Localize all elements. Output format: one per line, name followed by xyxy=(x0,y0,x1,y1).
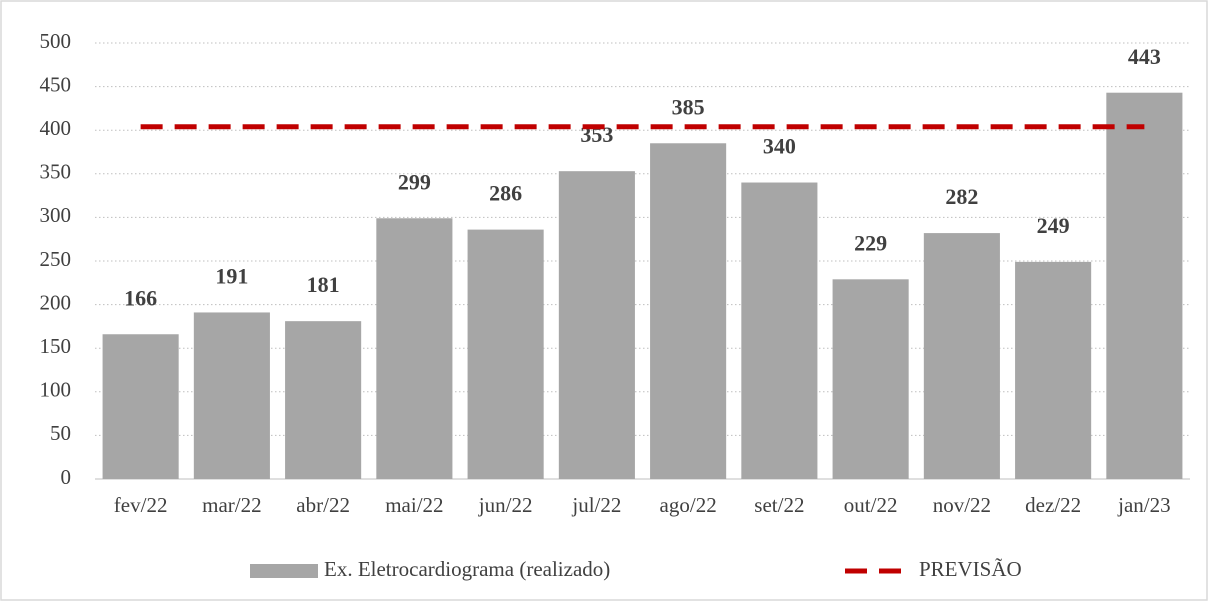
legend-label: Ex. Eletrocardiograma (realizado) xyxy=(324,557,610,581)
bar xyxy=(741,182,818,479)
value-label: 282 xyxy=(945,184,978,209)
value-label: 191 xyxy=(215,263,248,288)
value-label: 299 xyxy=(398,169,431,194)
y-tick-label: 250 xyxy=(40,247,72,271)
x-tick-label: jun/22 xyxy=(478,493,533,517)
bar xyxy=(376,218,453,479)
y-tick-label: 200 xyxy=(40,290,72,314)
x-tick-label: abr/22 xyxy=(296,493,350,517)
bar xyxy=(193,312,270,479)
x-tick-label: mar/22 xyxy=(202,493,261,517)
bar xyxy=(1015,261,1092,479)
y-tick-label: 0 xyxy=(61,465,72,489)
y-tick-label: 50 xyxy=(50,421,71,445)
value-label: 166 xyxy=(124,285,157,310)
value-label: 249 xyxy=(1037,213,1070,238)
x-tick-label: set/22 xyxy=(754,493,804,517)
x-tick-label: jul/22 xyxy=(571,493,621,517)
value-label: 385 xyxy=(672,94,705,119)
value-label: 443 xyxy=(1128,44,1161,69)
legend-swatch xyxy=(250,564,318,578)
bar xyxy=(285,321,362,479)
x-tick-label: out/22 xyxy=(844,493,898,517)
y-tick-label: 100 xyxy=(40,378,72,402)
x-tick-label: fev/22 xyxy=(114,493,168,517)
y-tick-label: 400 xyxy=(40,116,72,140)
x-tick-label: nov/22 xyxy=(933,493,991,517)
x-tick-label: dez/22 xyxy=(1025,493,1081,517)
y-tick-label: 150 xyxy=(40,334,72,358)
value-label: 229 xyxy=(854,230,887,255)
legend-label: PREVISÃO xyxy=(919,557,1022,581)
bar xyxy=(102,334,179,479)
value-label: 286 xyxy=(489,181,522,206)
y-tick-label: 300 xyxy=(40,203,72,227)
bar xyxy=(467,229,544,479)
x-tick-label: mai/22 xyxy=(385,493,443,517)
y-tick-label: 450 xyxy=(40,72,72,96)
x-tick-label: jan/23 xyxy=(1117,493,1171,517)
bar xyxy=(832,279,909,479)
bar xyxy=(558,171,635,479)
bar xyxy=(1106,92,1183,479)
bar xyxy=(650,143,727,479)
y-tick-label: 500 xyxy=(40,29,72,53)
y-tick-label: 350 xyxy=(40,160,72,184)
x-tick-label: ago/22 xyxy=(660,493,717,517)
value-label: 340 xyxy=(763,134,796,159)
bar xyxy=(923,233,1000,479)
value-label: 181 xyxy=(307,272,340,297)
